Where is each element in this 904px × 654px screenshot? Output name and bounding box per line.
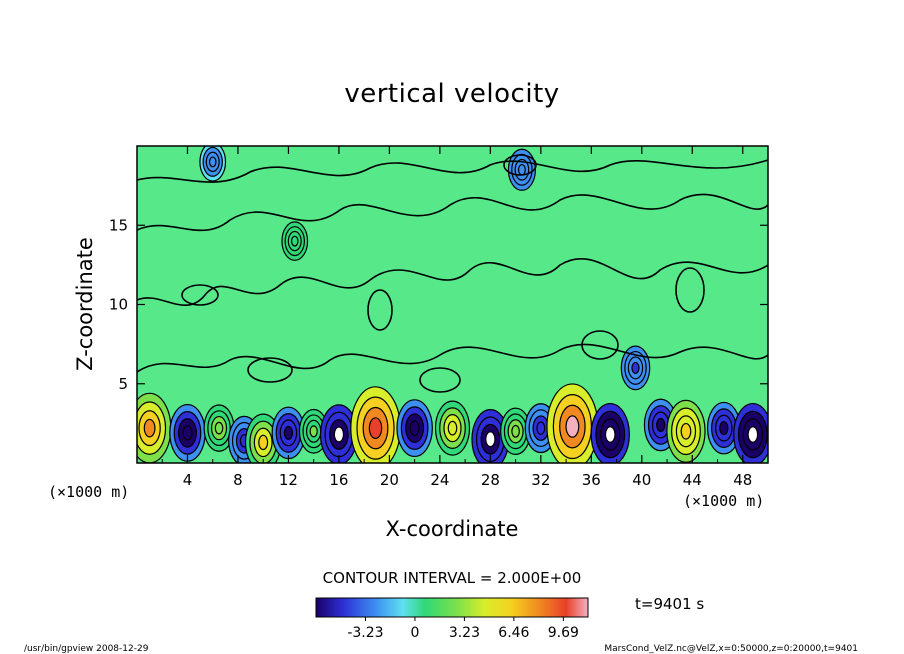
time-label: t=9401 s <box>635 595 704 613</box>
footer-right: MarsCond_VelZ.nc@VelZ,x=0:50000,z=0:2000… <box>604 644 858 654</box>
field-cell <box>747 426 759 443</box>
x-tick-label: 20 <box>380 471 399 489</box>
x-tick-label: 28 <box>481 471 500 489</box>
field-cell <box>290 235 299 247</box>
field-cell <box>368 417 383 440</box>
x-tick-label: 32 <box>531 471 550 489</box>
x-tick-label: 40 <box>632 471 651 489</box>
contour-line <box>137 159 768 183</box>
colorbar-tick-label: -3.23 <box>347 625 383 641</box>
colorbar-tick-label: 0 <box>410 625 419 641</box>
field-cell <box>409 420 420 436</box>
field-cell <box>258 434 269 451</box>
contour-line <box>137 193 768 232</box>
contour-line <box>503 154 537 176</box>
x-unit-right: (×1000 m) <box>683 492 764 510</box>
x-tick-label: 8 <box>233 471 243 489</box>
field-cell <box>333 426 345 443</box>
contour-layer <box>137 154 768 393</box>
contour-line <box>367 289 393 331</box>
y-tick-label: 10 <box>109 296 128 314</box>
field-cell <box>656 417 666 432</box>
field-cell <box>604 426 616 443</box>
footer-left: /usr/bin/gpview 2008-12-29 <box>24 644 149 654</box>
y-axis-title: Z-coordinate <box>73 237 97 371</box>
field-cell <box>517 164 526 176</box>
field-cell <box>143 418 156 438</box>
field-cell <box>182 425 193 441</box>
contour-line <box>675 267 705 313</box>
field-cell <box>565 415 580 438</box>
x-tick-label: 24 <box>430 471 449 489</box>
contour-line <box>247 357 293 383</box>
x-tick-label: 36 <box>582 471 601 489</box>
chart-title: vertical velocity <box>344 79 559 109</box>
x-tick-label: 4 <box>183 471 193 489</box>
y-axis: 5 10 15 <box>109 216 768 393</box>
contour-line <box>581 330 619 360</box>
colorbar-tick-label: 3.23 <box>449 625 480 641</box>
contour-interval-label: CONTOUR INTERVAL = 2.000E+00 <box>323 569 582 587</box>
colorbar-ticks: -3.23 0 3.23 6.46 9.69 <box>347 617 579 641</box>
field-cell <box>631 361 640 374</box>
x-unit-left: (×1000 m) <box>48 483 129 501</box>
x-tick-label: 12 <box>279 471 298 489</box>
x-axis-title: X-coordinate <box>386 517 519 541</box>
colorbar: -3.23 0 3.23 6.46 9.69 <box>315 597 589 641</box>
contour-line <box>181 284 219 306</box>
field-cell <box>485 431 496 448</box>
field-cell <box>719 421 729 436</box>
colorbar-tick-label: 6.46 <box>498 625 529 641</box>
plot-area <box>136 145 769 464</box>
field-cell <box>680 422 692 440</box>
x-tick-label: 44 <box>683 471 702 489</box>
field-cell <box>309 425 318 438</box>
contour-line <box>137 258 768 307</box>
field-cell <box>536 421 546 435</box>
colorbar-gradient <box>315 597 589 618</box>
field-cell <box>214 421 224 435</box>
field-cell <box>208 156 217 168</box>
y-tick-label: 5 <box>118 375 128 393</box>
contour-line <box>137 343 768 373</box>
x-tick-label: 48 <box>733 471 752 489</box>
x-tick-label: 16 <box>329 471 348 489</box>
field-cell <box>283 425 294 440</box>
x-axis: 4 8 12 16 20 24 28 32 36 40 44 48 <box>161 146 752 489</box>
field-layer <box>137 146 768 463</box>
colorbar-tick-label: 9.69 <box>548 625 579 641</box>
contour-line <box>419 367 461 393</box>
field-cell <box>447 420 458 436</box>
y-tick-label: 15 <box>109 216 128 234</box>
field-cell <box>511 424 520 438</box>
